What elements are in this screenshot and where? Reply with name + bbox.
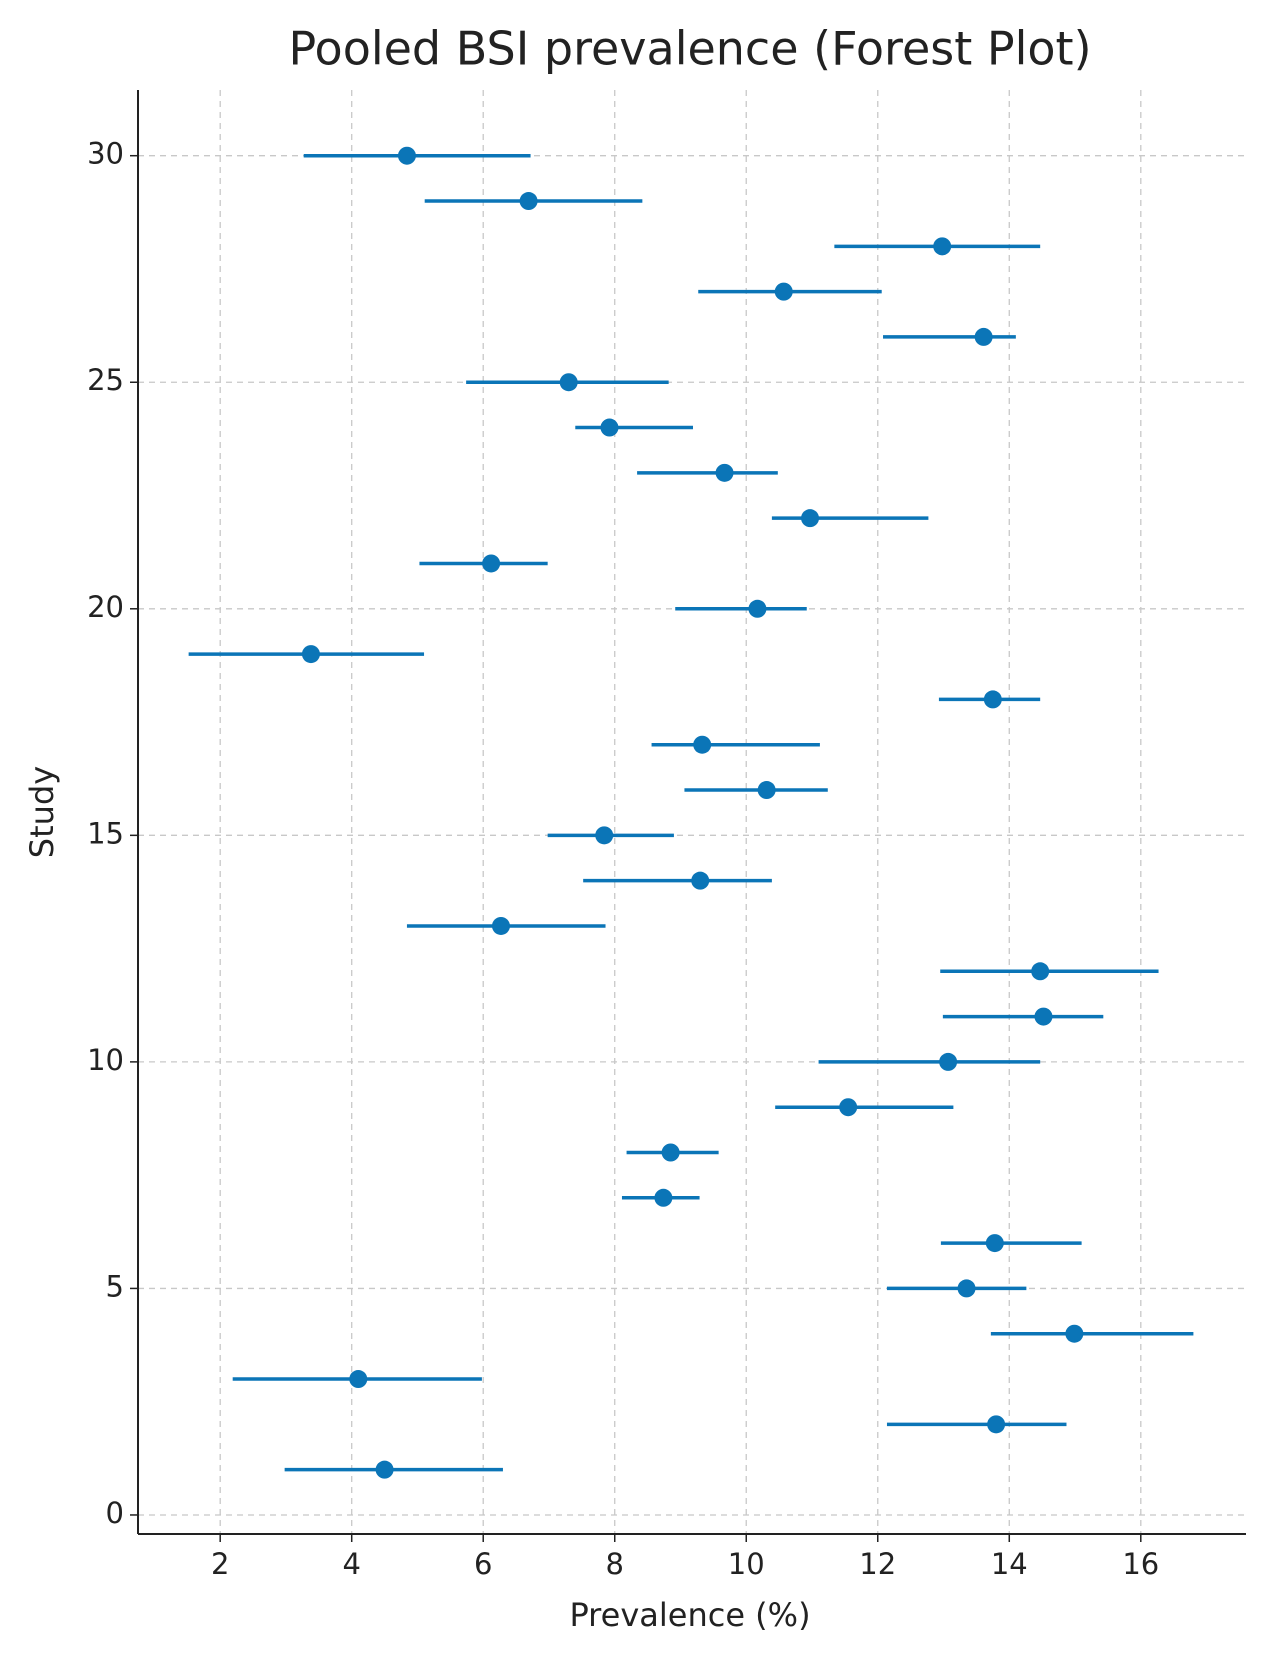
y-tick-label: 0 [106,1496,124,1530]
point-estimate [397,146,416,165]
chart-title: Pooled BSI prevalence (Forest Plot) [288,22,1091,76]
point-estimate [985,1234,1004,1253]
y-tick-label: 5 [106,1269,124,1303]
point-estimate [939,1052,958,1071]
point-estimate [559,373,578,392]
y-tick-label: 15 [87,816,124,850]
x-tick-label: 16 [1122,1547,1159,1581]
point-estimate [974,327,993,346]
point-estimate [957,1279,976,1298]
y-tick-label: 10 [87,1043,124,1077]
point-estimate [748,599,767,618]
x-tick-label: 12 [859,1547,896,1581]
point-estimate [600,418,619,437]
point-estimate [774,282,793,301]
point-estimate [661,1143,680,1162]
x-tick-label: 2 [211,1547,229,1581]
point-estimate [654,1188,673,1207]
x-tick-label: 14 [991,1547,1028,1581]
point-estimate [839,1098,858,1117]
y-tick-label: 25 [87,363,124,397]
point-estimate [1065,1324,1084,1343]
point-estimate [691,871,710,890]
point-estimate [693,735,712,754]
y-axis-label: Study [23,766,61,858]
point-estimate [801,509,820,528]
y-tick-label: 20 [87,590,124,624]
point-estimate [933,237,952,256]
point-estimate [375,1460,394,1479]
point-estimate [301,645,320,664]
point-estimate [491,916,510,935]
x-tick-label: 6 [474,1547,492,1581]
point-estimate [987,1415,1006,1434]
point-estimate [715,463,734,482]
point-estimate [1031,962,1050,981]
x-tick-label: 4 [342,1547,360,1581]
x-tick-label: 8 [606,1547,624,1581]
x-axis-label: Prevalence (%) [569,1596,810,1634]
point-estimate [983,690,1002,709]
point-estimate [349,1370,368,1389]
point-estimate [482,554,501,573]
y-tick-label: 30 [87,137,124,171]
point-estimate [757,781,776,800]
point-estimate [519,192,538,211]
point-estimate [595,826,614,845]
x-tick-label: 10 [728,1547,765,1581]
point-estimate [1034,1007,1053,1026]
